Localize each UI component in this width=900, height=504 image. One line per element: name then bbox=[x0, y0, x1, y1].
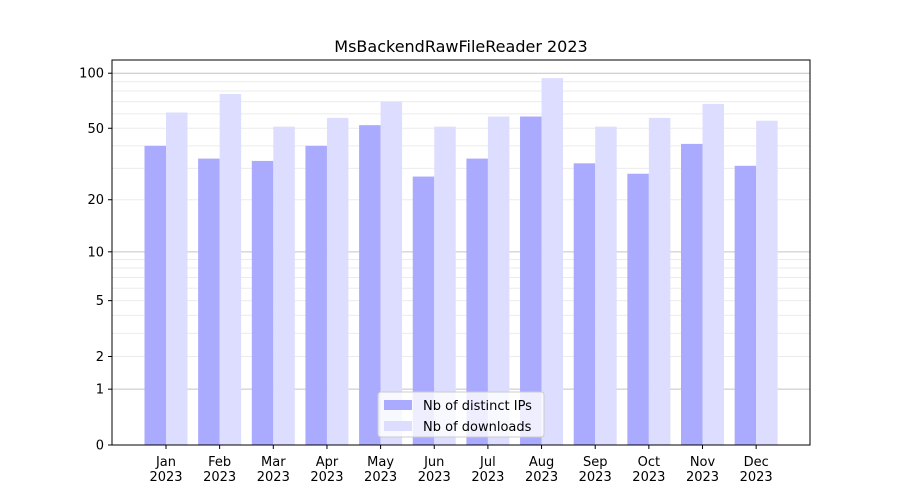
x-tick-label-line: Apr bbox=[316, 455, 339, 470]
bar-distinct-ips bbox=[359, 125, 381, 446]
x-tick-label-line: Jan bbox=[155, 455, 176, 470]
bar-distinct-ips bbox=[305, 145, 327, 445]
legend-label: Nb of downloads bbox=[423, 420, 532, 435]
x-tick-label-line: 2023 bbox=[364, 470, 397, 485]
x-tick-label: Jun 2023 bbox=[418, 455, 451, 485]
x-tick-label: Nov 2023 bbox=[686, 455, 719, 485]
x-tick-label-line: 2023 bbox=[525, 470, 558, 485]
x-tick-label: Aug 2023 bbox=[525, 455, 558, 485]
bar-distinct-ips bbox=[198, 158, 220, 446]
bar-downloads bbox=[219, 94, 242, 445]
x-tick-label: Dec 2023 bbox=[740, 455, 773, 485]
x-tick-label-line: 2023 bbox=[740, 470, 773, 485]
bar-distinct-ips bbox=[681, 143, 703, 445]
x-tick-label-line: 2023 bbox=[310, 470, 343, 485]
x-tick-label-line: Nov bbox=[690, 455, 716, 470]
chart-title: MsBackendRawFileReader 2023 bbox=[334, 37, 587, 56]
y-tick-label: 1 bbox=[96, 383, 104, 398]
y-tick-label: 50 bbox=[87, 122, 104, 137]
y-tick-label: 2 bbox=[96, 350, 104, 365]
x-tick-label-line: Feb bbox=[208, 455, 231, 470]
x-tick-label: Feb 2023 bbox=[203, 455, 236, 485]
bar-distinct-ips bbox=[573, 163, 596, 446]
x-tick-label-line: 2023 bbox=[149, 470, 182, 485]
x-tick-label-line: 2023 bbox=[632, 470, 665, 485]
y-tick-label: 10 bbox=[87, 245, 104, 260]
y-tick-label: 5 bbox=[96, 294, 104, 309]
bar-distinct-ips bbox=[251, 160, 274, 445]
bar-distinct-ips bbox=[412, 176, 435, 445]
y-tick-label: 0 bbox=[96, 439, 104, 454]
x-tick-label-line: 2023 bbox=[203, 470, 236, 485]
x-tick-label: Jul 2023 bbox=[471, 455, 504, 485]
x-tick-label: Sep 2023 bbox=[579, 455, 612, 485]
x-tick-label: Oct 2023 bbox=[632, 455, 665, 485]
bar-distinct-ips bbox=[520, 116, 542, 445]
x-tick-label-line: 2023 bbox=[579, 470, 612, 485]
bar-distinct-ips bbox=[627, 173, 649, 445]
bar-downloads bbox=[541, 78, 564, 446]
x-tick-label-line: May bbox=[367, 455, 394, 470]
legend-swatch bbox=[384, 421, 412, 431]
x-tick-label-line: Aug bbox=[529, 455, 554, 470]
legend-box bbox=[377, 391, 545, 438]
x-tick-label-line: Jun bbox=[423, 455, 444, 470]
y-tick-label: 100 bbox=[79, 67, 104, 82]
legend-label: Nb of distinct IPs bbox=[423, 399, 532, 414]
bar-downloads bbox=[595, 126, 617, 445]
bar-downloads bbox=[756, 120, 778, 446]
plot-frame bbox=[111, 59, 811, 446]
x-tick-label: Mar 2023 bbox=[257, 455, 290, 485]
x-tick-label-line: Oct bbox=[638, 455, 660, 470]
bar-distinct-ips bbox=[734, 165, 757, 445]
bar-distinct-ips bbox=[466, 158, 488, 446]
x-tick-label-line: Jul bbox=[479, 455, 496, 470]
legend-swatch bbox=[384, 400, 412, 410]
legend: Nb of distinct IPs Nb of downloads bbox=[377, 391, 545, 438]
x-tick-label-line: Sep bbox=[583, 455, 608, 470]
y-tick-label: 20 bbox=[87, 193, 104, 208]
x-tick-label-line: 2023 bbox=[471, 470, 504, 485]
x-tick-label: May 2023 bbox=[364, 455, 397, 485]
bar-downloads bbox=[648, 117, 671, 445]
bar-downloads bbox=[487, 116, 510, 445]
bar-downloads bbox=[434, 126, 456, 445]
x-tick-label-line: Mar bbox=[261, 455, 286, 470]
bar-downloads bbox=[326, 117, 349, 445]
bar-distinct-ips bbox=[144, 145, 166, 445]
bar-downloads bbox=[380, 101, 403, 445]
bar-downloads bbox=[702, 103, 724, 446]
bar-downloads bbox=[166, 112, 188, 445]
x-tick-label-line: 2023 bbox=[257, 470, 290, 485]
bar-downloads bbox=[273, 126, 295, 445]
x-tick-label-line: 2023 bbox=[418, 470, 451, 485]
x-tick-label-line: 2023 bbox=[686, 470, 719, 485]
x-tick-label: Jan 2023 bbox=[149, 455, 182, 485]
x-tick-label-line: Dec bbox=[744, 455, 769, 470]
x-tick-label: Apr 2023 bbox=[310, 455, 343, 485]
